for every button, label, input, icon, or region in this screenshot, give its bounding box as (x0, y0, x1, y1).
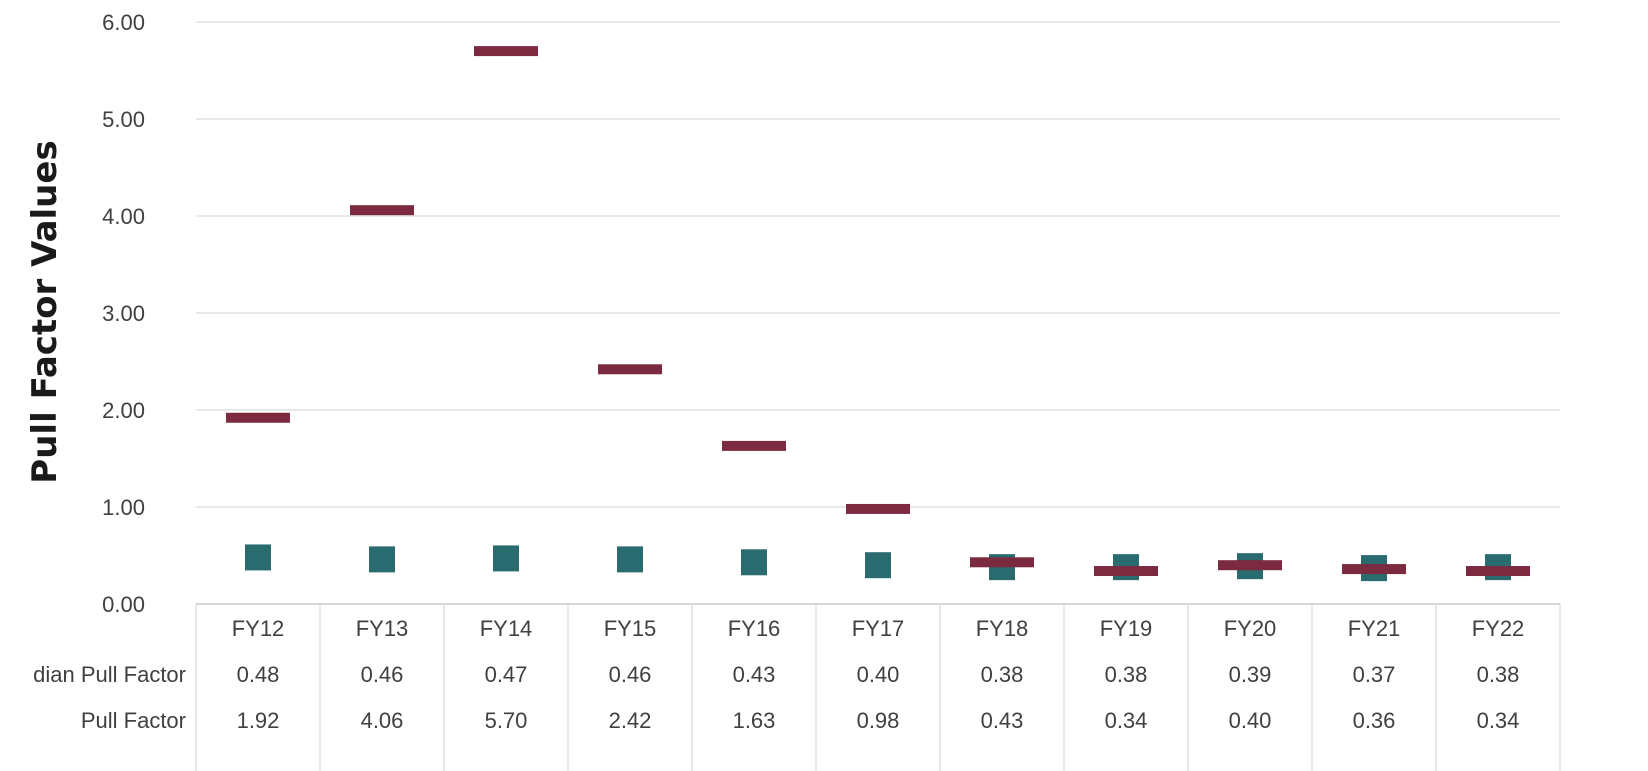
category-label: FY14 (480, 616, 533, 641)
median-marker (493, 545, 519, 572)
category-label: FY20 (1224, 616, 1277, 641)
table-cell: 0.37 (1353, 662, 1396, 687)
table-cell: 0.48 (237, 662, 280, 687)
median-marker (865, 552, 891, 579)
table-cell: 0.43 (733, 662, 776, 687)
table-cell: 2.42 (609, 708, 652, 733)
table-cell: 0.36 (1353, 708, 1396, 733)
table-cell: 0.39 (1229, 662, 1272, 687)
median-marker (617, 546, 643, 573)
gridlines (196, 21, 1560, 605)
category-label: FY15 (604, 616, 657, 641)
y-tick-label: 5.00 (102, 107, 145, 132)
category-label: FY12 (232, 616, 285, 641)
category-label: FY21 (1348, 616, 1401, 641)
table-cell: 0.34 (1105, 708, 1148, 733)
category-label: FY13 (356, 616, 409, 641)
table-cell: 0.40 (1229, 708, 1272, 733)
table-cell: 0.38 (1105, 662, 1148, 687)
pull-factor-marker (474, 46, 538, 57)
pull-factor-marker (1218, 560, 1282, 571)
pull-factor-marker (970, 557, 1034, 568)
data-table: FY12 FY13 FY14 FY15 FY16 FY17 FY18 FY19 FY20 FY21… (33, 604, 1561, 771)
y-tick-label: 4.00 (102, 204, 145, 229)
pull-factor-marker (598, 364, 662, 375)
table-row-label: Pull Factor (81, 708, 186, 733)
pull-factor-marker (846, 503, 910, 514)
y-tick-label: 2.00 (102, 398, 145, 423)
y-tick-label: 0.00 (102, 592, 145, 617)
median-marker (741, 549, 767, 576)
table-cell: 0.34 (1477, 708, 1520, 733)
category-label: FY16 (728, 616, 781, 641)
category-label: FY19 (1100, 616, 1153, 641)
table-cell: 4.06 (361, 708, 404, 733)
median-marker (369, 546, 395, 573)
table-cell: 0.47 (485, 662, 528, 687)
y-tick-label: 6.00 (102, 10, 145, 35)
pull-factor-marker (1342, 564, 1406, 575)
table-cell: 1.92 (237, 708, 280, 733)
table-cell: 0.38 (981, 662, 1024, 687)
pull-factor-marker (722, 440, 786, 451)
pull-factor-marker (1466, 566, 1530, 577)
y-axis-label: Pull Factor Values (25, 140, 65, 483)
pull-factor-marker (1094, 566, 1158, 577)
table-cell: 0.43 (981, 708, 1024, 733)
y-tick-label: 1.00 (102, 495, 145, 520)
table-row-label: dian Pull Factor (33, 662, 186, 687)
pull-factor-marker (226, 412, 290, 423)
category-label: FY22 (1472, 616, 1525, 641)
category-label: FY17 (852, 616, 905, 641)
median-marker (245, 544, 271, 571)
data-marks (226, 46, 1530, 582)
table-cell: 0.40 (857, 662, 900, 687)
y-tick-label: 3.00 (102, 301, 145, 326)
pull-factor-marker (350, 205, 414, 216)
table-cell: 0.98 (857, 708, 900, 733)
table-cell: 5.70 (485, 708, 528, 733)
table-cell: 0.46 (361, 662, 404, 687)
table-cell: 0.46 (609, 662, 652, 687)
category-label: FY18 (976, 616, 1029, 641)
table-cell: 1.63 (733, 708, 776, 733)
y-tick-labels: 0.00 1.00 2.00 3.00 4.00 5.00 6.00 (102, 10, 145, 617)
table-cell: 0.38 (1477, 662, 1520, 687)
